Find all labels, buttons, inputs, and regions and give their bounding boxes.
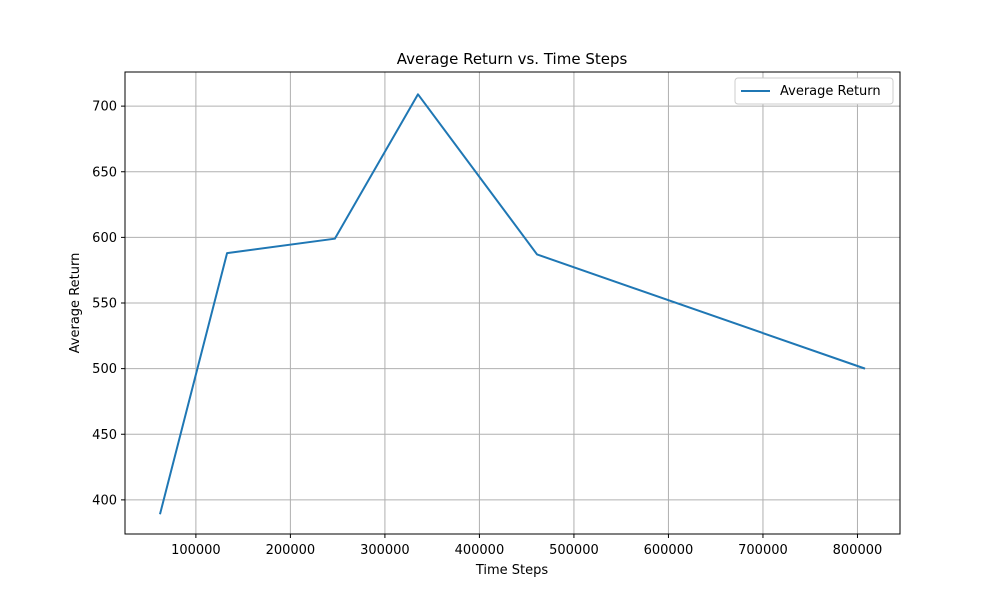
series-line-average-return (159, 93, 866, 515)
x-tick-label: 200000 (266, 543, 316, 558)
legend-label-average-return: Average Return (780, 84, 881, 99)
chart-title: Average Return vs. Time Steps (397, 50, 628, 68)
x-tick-label: 700000 (738, 543, 788, 558)
y-axis-label: Average Return (68, 253, 83, 354)
grid-lines (125, 72, 900, 534)
x-tick-label: 600000 (644, 543, 694, 558)
y-tick-label: 450 (92, 428, 117, 443)
y-axis-ticks: 400 450 500 550 600 650 700 (92, 100, 125, 508)
series-layer (159, 93, 866, 515)
legend: Average Return (734, 77, 894, 105)
x-tick-label: 500000 (549, 543, 599, 558)
x-tick-label: 100000 (171, 543, 221, 558)
x-tick-label: 400000 (455, 543, 505, 558)
legend-box (734, 77, 894, 105)
y-tick-label: 500 (92, 362, 117, 377)
y-tick-label: 700 (92, 100, 117, 115)
y-tick-label: 600 (92, 231, 117, 246)
y-tick-label: 400 (92, 493, 117, 508)
x-axis-label: Time Steps (475, 563, 549, 578)
y-tick-label: 650 (92, 165, 117, 180)
x-tick-label: 300000 (360, 543, 410, 558)
y-tick-label: 550 (92, 297, 117, 312)
x-tick-label: 800000 (833, 543, 883, 558)
x-axis-ticks: 100000 200000 300000 400000 500000 600000 7000… (171, 534, 882, 558)
